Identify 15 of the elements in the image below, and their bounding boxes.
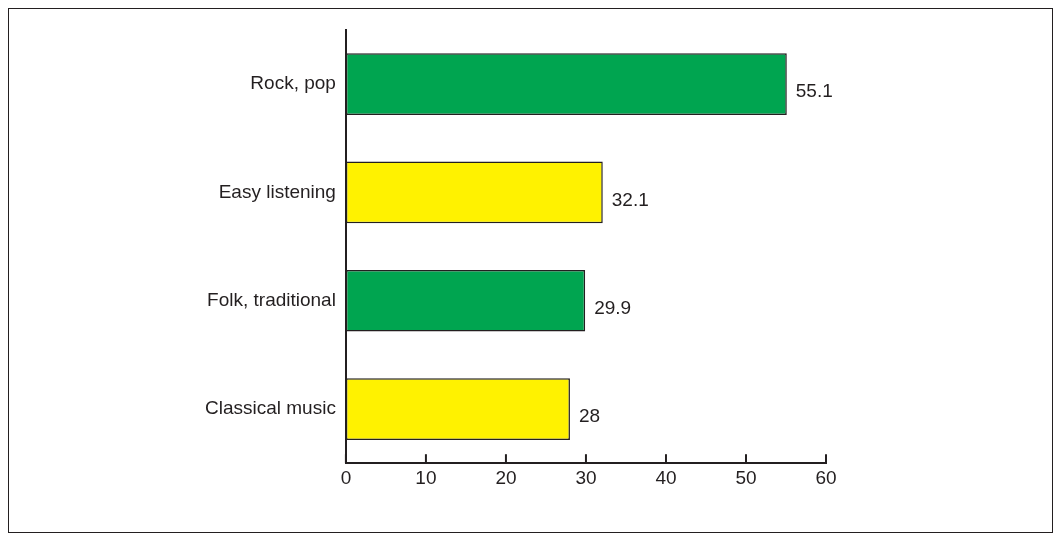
x-tick-label: 10 bbox=[415, 466, 437, 488]
y-tick-label: Classical music bbox=[204, 397, 336, 419]
x-tick-label: 0 bbox=[340, 466, 352, 488]
data-label: 29.9 bbox=[594, 296, 632, 318]
y-tick-label: Folk, traditional bbox=[207, 288, 336, 310]
y-tick-label: Rock, pop bbox=[250, 72, 336, 94]
x-tick-label: 60 bbox=[815, 466, 837, 488]
y-tick-label: Easy listening bbox=[218, 180, 336, 202]
x-tick-label: 40 bbox=[655, 466, 677, 488]
data-label: 55.1 bbox=[795, 80, 833, 102]
data-label: 32.1 bbox=[611, 188, 649, 210]
x-tick-label: 30 bbox=[575, 466, 597, 488]
x-tick-label: 20 bbox=[495, 466, 517, 488]
data-label: 28 bbox=[578, 405, 601, 427]
x-tick-label: 50 bbox=[735, 466, 757, 488]
